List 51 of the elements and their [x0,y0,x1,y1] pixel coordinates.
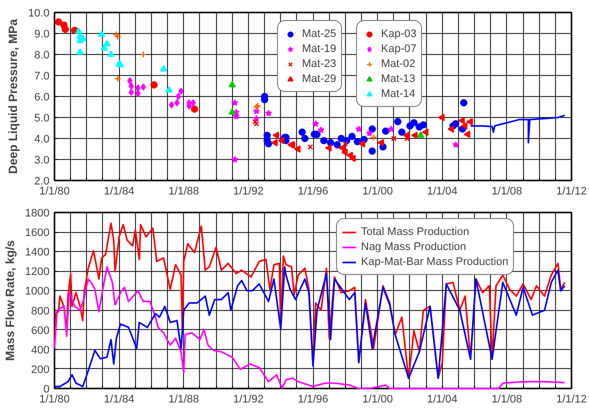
legend-label: Mat-23 [302,56,336,71]
legend-label: Nag Mass Production [361,240,466,254]
y-tick-label: 3.0 [34,154,50,166]
y-tick-label: 2.0 [34,176,50,188]
y-tick-label: 1400 [25,246,50,259]
y-tick-label: 4.0 [34,134,50,146]
legend-label: Mat-14 [381,86,416,101]
legend-label: Mat-29 [302,72,336,86]
y-tick-label: 9.0 [34,28,50,40]
y-tick-label: 1600 [25,227,50,240]
y-tick-label: 5.0 [34,112,50,124]
x-tick-label: 1/1/88 [168,186,200,198]
x-tick-label: 1/1/84 [104,394,134,406]
legend-label: Mat-13 [381,72,416,86]
x-tick-label: 1/1/00 [362,186,393,198]
x-tick-label: 1/1/96 [298,186,328,198]
x-tick-label: 1/1/80 [39,394,70,406]
x-tick-label: 1/1/84 [104,186,134,198]
legend-label: Kap-03 [381,26,416,41]
x-tick-label: 1/1/12 [556,186,587,198]
y-tick-label: 1200 [25,266,50,278]
y-tick-label: 1800 [25,208,50,220]
y-tick-label: 400 [31,344,50,356]
legend-label: Total Mass Production [361,224,470,239]
x-tick-label: 1/1/88 [168,394,200,406]
y-axis-title: Mass Flow Rate, kg/s [3,240,18,361]
y-axis-title: Deep Liquid Pressure, MPa [6,18,20,174]
x-tick-label: 1/1/12 [556,394,587,406]
x-tick-label: 1/1/92 [233,394,264,406]
x-tick-label: 1/1/80 [39,186,70,198]
y-tick-label: 8.0 [34,50,50,62]
x-tick-label: 1/1/00 [362,394,393,406]
y-tick-label: 600 [31,324,50,337]
y-tick-label: 7.0 [34,70,50,82]
legend-label: Mat-19 [302,42,336,56]
y-tick-label: 1000 [25,286,50,298]
legend-label: Kap-07 [381,42,416,56]
x-tick-label: 1/1/08 [492,394,522,406]
y-tick-label: 800 [31,305,50,318]
y-tick-label: 6.0 [34,92,50,104]
x-tick-label: 1/1/08 [492,186,522,198]
legend-label: Mat-02 [381,56,416,71]
legend-label: Kap-Mat-Bar Mass Production [361,254,508,269]
y-tick-label: 10.0 [28,8,50,20]
x-tick-label: 1/1/04 [426,394,458,406]
x-tick-label: 1/1/04 [426,186,458,198]
y-tick-label: 200 [31,364,50,376]
y-tick-label: 0 [43,384,50,396]
legend-label: Mat-25 [302,26,336,41]
x-tick-label: 1/1/92 [233,186,264,198]
x-tick-label: 1/1/96 [298,394,328,406]
